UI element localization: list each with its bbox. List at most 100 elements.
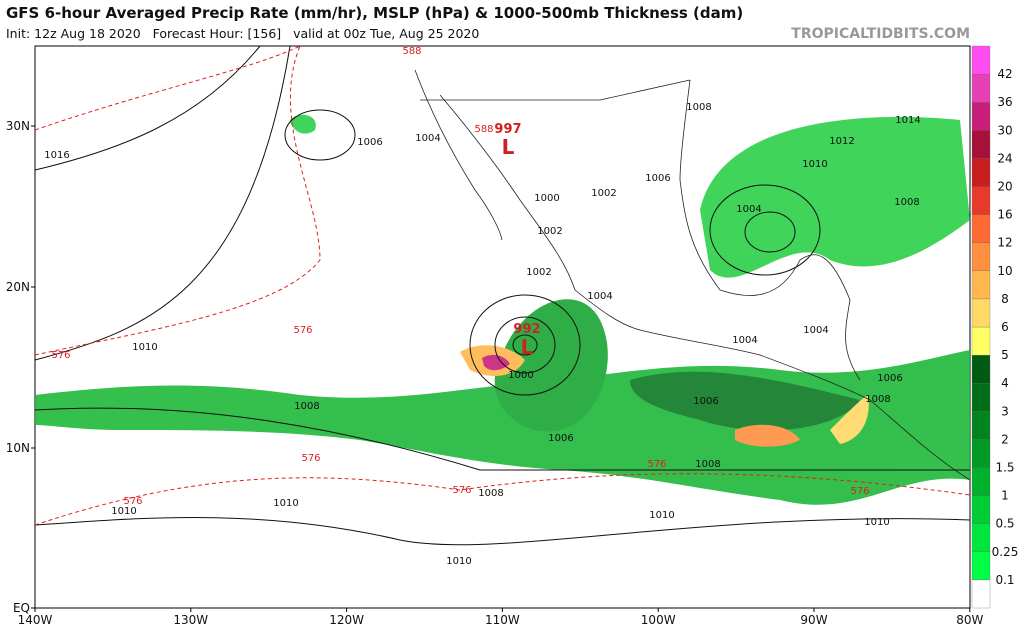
isobar <box>34 407 970 471</box>
colorbar-label: 12 <box>997 236 1012 250</box>
isobar <box>744 211 796 253</box>
rain-core <box>830 395 869 444</box>
low-symbol: L <box>502 135 515 159</box>
latitude-label: 10N <box>6 441 30 455</box>
isobar-label: 1006 <box>877 373 902 384</box>
colorbar: 0.1 0.25 0.5 1 1.5 2 3 4 5 6 8 10 12 16 20 24 30 36 42 <box>971 45 1019 609</box>
precipitation <box>35 114 970 505</box>
colorbar-bin <box>971 579 991 609</box>
thickness-label: 576 <box>301 453 320 464</box>
colorbar-bin <box>971 45 991 75</box>
isobar-label: 1008 <box>695 459 720 470</box>
colorbar-bin <box>971 130 991 159</box>
isobars <box>34 45 971 546</box>
colorbar-bin <box>971 354 991 384</box>
heavy-rain <box>630 371 860 431</box>
colorbar-label: 10 <box>997 264 1012 278</box>
thickness-label: 576 <box>123 496 142 507</box>
isobar <box>34 45 291 361</box>
isobar-label: 1016 <box>44 150 69 161</box>
colorbar-label: 20 <box>997 180 1012 194</box>
latitude-label: EQ <box>13 601 30 615</box>
thickness-label: 588 <box>474 124 493 135</box>
isobar-label: 1010 <box>864 517 889 528</box>
thickness-label: 576 <box>293 325 312 336</box>
colorbar-bin <box>971 411 991 440</box>
colorbar-label: 24 <box>997 151 1012 165</box>
colorbar-bin <box>971 214 991 243</box>
isobar-label: 1002 <box>526 267 551 278</box>
colorbar-label: 8 <box>1001 292 1009 306</box>
source: TROPICALTIDBITS.COM <box>791 26 970 42</box>
isobar <box>34 517 971 546</box>
storm-core-max <box>482 354 510 371</box>
latitude-label: 20N <box>6 280 30 294</box>
isobar <box>34 45 261 171</box>
isobar <box>709 184 821 276</box>
isobar-label: 1006 <box>548 433 573 444</box>
isobar-label: 1002 <box>537 226 562 237</box>
colorbar-bin <box>971 102 991 131</box>
colorbar-bin <box>971 383 991 412</box>
colorbar-bin <box>971 467 991 496</box>
rain-patch <box>290 114 316 134</box>
isobar-label: 1008 <box>478 488 503 499</box>
colorbar-label: 1 <box>1001 489 1009 503</box>
isobar-label: 1000 <box>534 193 559 204</box>
colorbar-bin <box>971 439 991 468</box>
colorbar-label: 30 <box>997 123 1012 137</box>
colorbar-label: 5 <box>1001 348 1009 362</box>
thickness-line <box>34 473 971 526</box>
colorbar-label: 0.25 <box>992 545 1019 559</box>
isobar-label: 1008 <box>865 394 890 405</box>
longitude-label: 140W <box>18 613 53 627</box>
thickness-label: 576 <box>647 459 666 470</box>
thickness-line <box>34 45 321 356</box>
coastline <box>439 94 971 481</box>
colorbar-bin <box>971 326 991 356</box>
low-pressure-value: 997 <box>494 122 521 137</box>
low-symbol: L <box>521 335 534 359</box>
thickness-line <box>34 45 301 131</box>
colorbar-label: 6 <box>1001 320 1009 334</box>
isobar-label: 1004 <box>415 133 440 144</box>
isobar <box>512 334 538 356</box>
isobar-label: 1010 <box>132 342 157 353</box>
isobar-label: 1008 <box>294 401 319 412</box>
colorbar-bin <box>971 242 991 271</box>
isobar-label: 1002 <box>591 188 616 199</box>
thickness-label: 576 <box>850 486 869 497</box>
colorbar-label: 36 <box>997 95 1012 109</box>
isobar-label: 1004 <box>736 204 761 215</box>
isobar-label: 1010 <box>649 510 674 521</box>
isobar-label: 1008 <box>686 102 711 113</box>
colorbar-bin <box>971 270 991 300</box>
isobar-label: 1004 <box>803 325 828 336</box>
isobar-label: 1000 <box>508 370 533 381</box>
gulf-rain <box>700 116 970 278</box>
thickness-label: 576 <box>452 485 471 496</box>
thickness-label: 576 <box>51 350 70 361</box>
colorbar-bin <box>971 298 991 328</box>
rain-core <box>735 424 800 447</box>
isobar-label: 1008 <box>894 197 919 208</box>
longitude-label: 110W <box>485 613 520 627</box>
longitude-label: 80W <box>956 613 983 627</box>
colorbar-label: 16 <box>997 208 1012 222</box>
thickness-lines <box>34 45 971 526</box>
colorbar-label: 0.5 <box>995 517 1014 531</box>
colorbar-label: 2 <box>1001 432 1009 446</box>
colorbar-bin <box>971 551 991 581</box>
isobar-label: 1012 <box>829 136 854 147</box>
isobar-label: 1010 <box>802 159 827 170</box>
colorbar-bin <box>971 523 991 552</box>
colorbar-bin <box>971 158 991 187</box>
colorbar-label: 1.5 <box>995 461 1014 475</box>
isobar-label: 1014 <box>895 115 920 126</box>
isobar-label: 1004 <box>587 291 612 302</box>
isobar-label: 1010 <box>446 556 471 567</box>
isobar-label: 1006 <box>645 173 670 184</box>
subtitle: Init: 12z Aug 18 2020 Forecast Hour: [15… <box>6 26 479 41</box>
